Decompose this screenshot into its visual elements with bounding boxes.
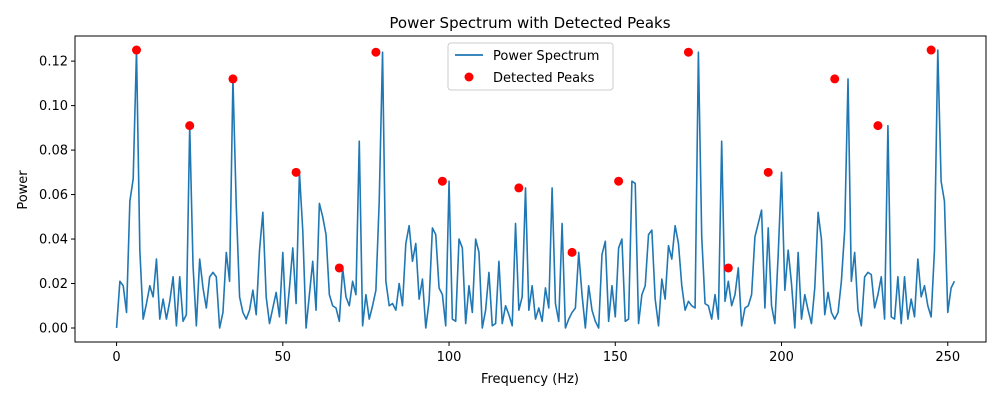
y-tick-label: 0.02: [39, 277, 68, 292]
series-line-power-spectrum: [115, 49, 956, 329]
peak-point: [334, 263, 344, 273]
peak-point: [371, 47, 381, 57]
x-axis-label: Frequency (Hz): [481, 372, 579, 387]
y-tick-label: 0.08: [39, 144, 68, 159]
legend-label-power-spectrum: Power Spectrum: [493, 49, 599, 64]
peak-point: [291, 167, 301, 177]
x-tick-label: 100: [437, 350, 462, 365]
x-tick-label: 50: [275, 350, 292, 365]
x-tick-label: 0: [112, 350, 120, 365]
x-tick-label: 250: [935, 350, 960, 365]
x-tick-label: 200: [769, 350, 794, 365]
y-tick-label: 0.00: [39, 321, 68, 336]
y-axis-ticks: 0.00 0.02 0.04 0.06 0.08 0.10 0.12: [39, 55, 75, 336]
legend-box: [447, 42, 614, 91]
peak-point: [514, 183, 524, 193]
peak-point: [437, 176, 447, 186]
y-tick-label: 0.10: [39, 99, 68, 114]
y-tick-label: 0.04: [39, 233, 68, 248]
peak-point: [830, 74, 840, 84]
peak-point: [567, 247, 577, 257]
x-tick-label: 150: [603, 350, 628, 365]
y-tick-label: 0.12: [39, 55, 68, 70]
peak-point: [926, 45, 936, 55]
axes-frame: [74, 35, 987, 343]
series-points-detected-peaks: [132, 45, 936, 273]
peak-point: [683, 47, 693, 57]
y-axis-label: Power: [16, 170, 31, 210]
peak-point: [763, 167, 773, 177]
x-axis-ticks: 0 50 100 150 200 250: [112, 342, 960, 365]
peak-point: [873, 121, 883, 131]
chart-title: Power Spectrum with Detected Peaks: [389, 14, 670, 32]
plot-area: [115, 45, 956, 329]
peak-point: [614, 176, 624, 186]
peak-point: [723, 263, 733, 273]
legend-label-detected-peaks: Detected Peaks: [493, 71, 595, 86]
peak-point: [185, 121, 195, 131]
legend-point-swatch: [464, 72, 474, 82]
peak-point: [132, 45, 142, 55]
legend: Power Spectrum Detected Peaks: [447, 42, 614, 91]
peak-point: [228, 74, 238, 84]
y-tick-label: 0.06: [39, 188, 68, 203]
